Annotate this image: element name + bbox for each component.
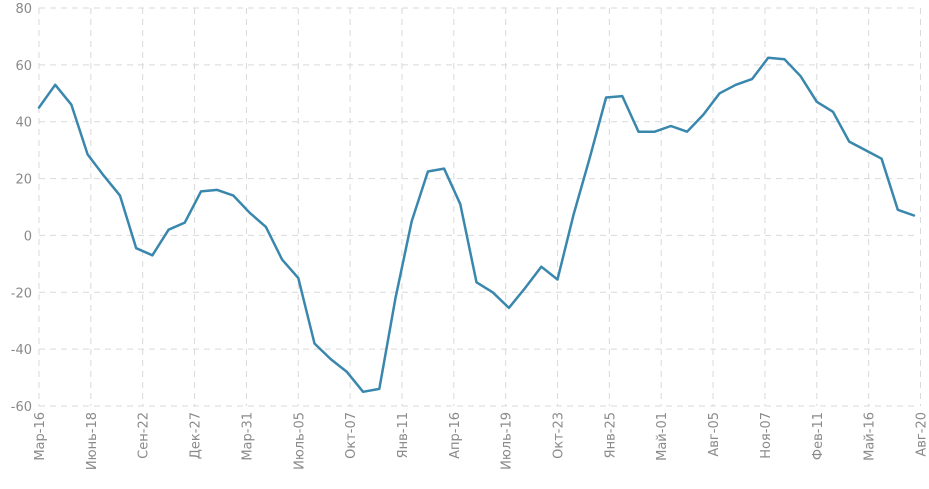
x-tick-label: Май-16 [863, 412, 878, 461]
x-tick-label: Авг-20 [914, 412, 929, 457]
y-tick-label: 40 [15, 116, 32, 131]
y-tick-label: 0 [24, 229, 32, 244]
x-tick-label: Окт-07 [344, 412, 359, 459]
y-tick-label: -60 [11, 400, 32, 415]
x-tick-label: Мар-16 [33, 412, 48, 461]
grid-layer [38, 7, 921, 407]
x-tick-label: Фев-11 [811, 412, 826, 460]
y-tick-label: 60 [15, 59, 32, 74]
x-tick-label: Янв-11 [396, 412, 411, 458]
y-tick-label: 20 [15, 173, 32, 188]
x-tick-label: Июль-19 [500, 412, 515, 470]
y-axis: 80 60 40 20 0 -20 -40 -60 [11, 2, 32, 415]
x-tick-label: Дек-27 [189, 412, 204, 459]
series-layer [37, 56, 916, 394]
x-tick-label: Апр-16 [448, 412, 463, 459]
x-tick-label: Мар-31 [240, 412, 255, 461]
x-tick-label: Янв-25 [603, 412, 618, 458]
x-tick-label: Май-01 [655, 412, 670, 461]
y-tick-label: -20 [11, 286, 32, 301]
x-tick-label: Июль-05 [292, 412, 307, 470]
x-tick-label: Окт-23 [552, 412, 567, 459]
x-tick-label: Сен-22 [137, 412, 152, 459]
series-line [37, 56, 916, 394]
x-axis: Мар-16 Июнь-18 Сен-22 Дек-27 Мар-31 Июль-05 Ок… [33, 412, 929, 470]
x-tick-label: Ноя-07 [759, 412, 774, 459]
y-tick-label: 80 [15, 2, 32, 17]
y-tick-label: -40 [11, 343, 32, 358]
x-tick-label: Июнь-18 [85, 412, 100, 470]
x-tick-label: Авг-05 [707, 412, 722, 457]
